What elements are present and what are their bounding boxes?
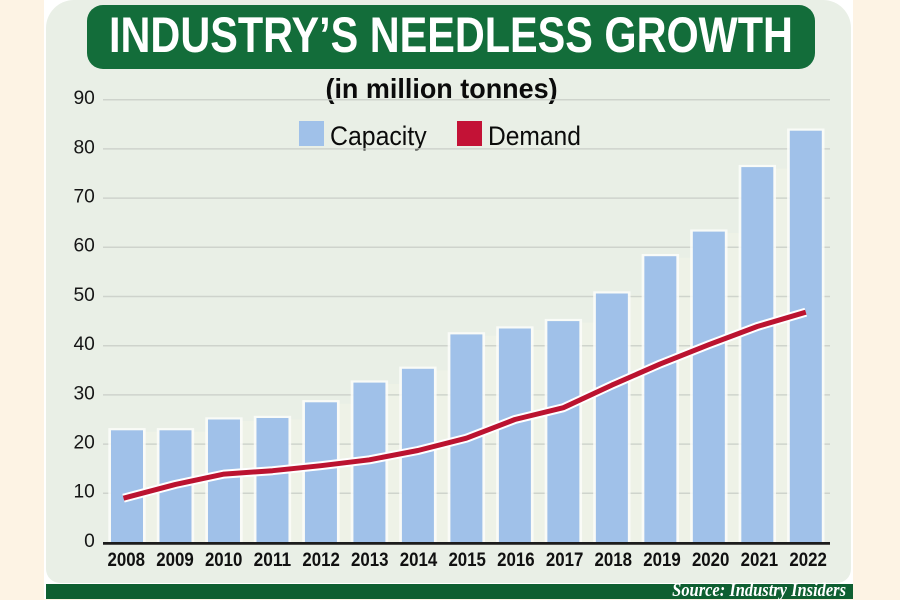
svg-text:2022: 2022 (789, 549, 827, 571)
svg-text:80: 80 (73, 137, 94, 158)
svg-text:60: 60 (73, 236, 94, 257)
svg-text:70: 70 (73, 187, 94, 208)
svg-text:2011: 2011 (254, 549, 292, 571)
svg-text:2009: 2009 (156, 549, 194, 571)
svg-text:10: 10 (73, 482, 94, 503)
svg-text:2012: 2012 (302, 549, 340, 571)
svg-text:50: 50 (73, 285, 94, 306)
svg-text:0: 0 (84, 531, 95, 552)
svg-text:2021: 2021 (741, 549, 779, 571)
svg-text:2015: 2015 (448, 549, 486, 571)
svg-text:30: 30 (73, 383, 94, 404)
svg-text:20: 20 (73, 433, 94, 454)
svg-text:2019: 2019 (643, 549, 681, 571)
svg-text:90: 90 (73, 88, 94, 109)
svg-text:2008: 2008 (108, 549, 146, 571)
svg-text:2014: 2014 (400, 549, 438, 571)
svg-text:2018: 2018 (595, 549, 633, 571)
svg-text:2010: 2010 (205, 549, 243, 571)
svg-text:2013: 2013 (351, 549, 389, 571)
svg-text:40: 40 (73, 334, 94, 355)
svg-text:2017: 2017 (546, 549, 584, 571)
svg-text:2016: 2016 (497, 549, 535, 571)
svg-text:2020: 2020 (692, 549, 730, 571)
